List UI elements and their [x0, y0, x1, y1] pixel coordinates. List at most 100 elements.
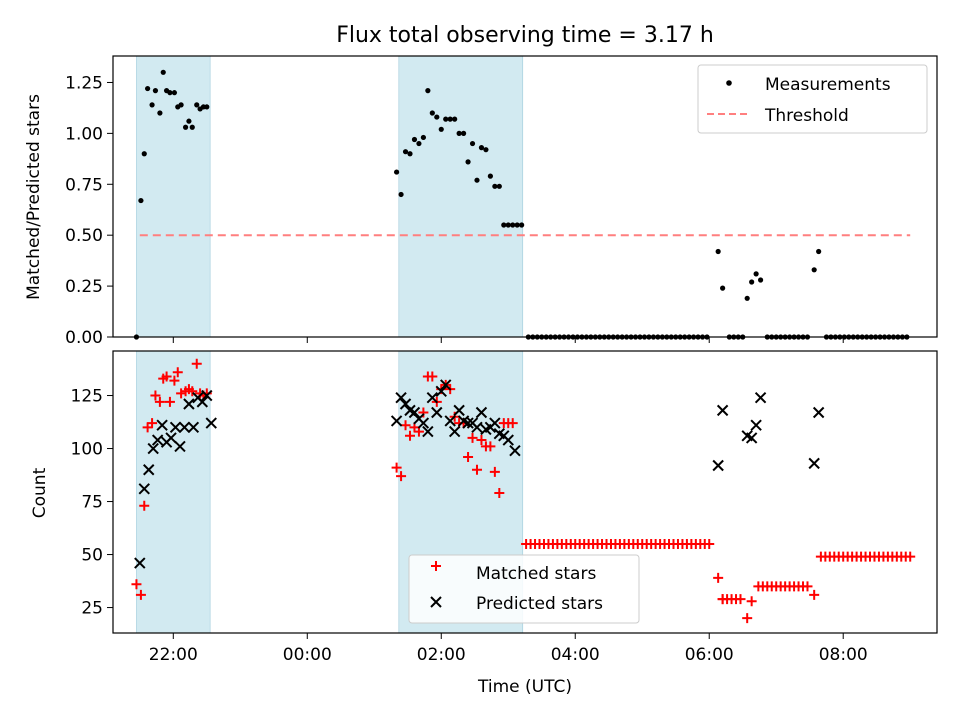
matched-star-point [809, 589, 820, 600]
predicted-star-point [169, 421, 182, 434]
bottom-xtick-label: 00:00 [283, 645, 332, 665]
bottom-ytick-label: 25 [81, 599, 103, 619]
measurement-point [138, 197, 144, 204]
measurement-point [487, 173, 493, 179]
predicted-star-point [165, 432, 177, 444]
legend-label-measurements: Measurements [765, 75, 891, 95]
chart-title: Flux total observing time = 3.17 h [336, 23, 714, 48]
measurement-point [157, 110, 163, 116]
bottom-ytick-label: 50 [81, 546, 103, 566]
measurement-point [492, 183, 498, 189]
measurement-point [452, 116, 458, 122]
predicted-star-point [399, 398, 412, 410]
predicted-star-point [183, 398, 195, 410]
top-ylabel: Matched/Predicted stars [24, 94, 44, 300]
measurement-point [438, 126, 444, 132]
matched-star-point [396, 471, 407, 482]
measurement-point [393, 169, 400, 175]
top-ytick-label: 0.75 [65, 175, 103, 195]
measurement-point [514, 222, 520, 228]
measurement-point [474, 177, 480, 183]
measurement-point [167, 90, 173, 96]
predicted-star-point [502, 434, 514, 446]
measurement-point [465, 159, 471, 165]
bottom-xtick-label: 04:00 [551, 645, 600, 665]
predicted-star-point [448, 425, 461, 438]
measurement-point [447, 116, 453, 122]
matched-star-point [476, 435, 487, 446]
matched-star-point [471, 464, 482, 475]
matched-star-point [427, 371, 438, 382]
matched-star-point [494, 488, 505, 499]
matched-star-point [161, 371, 172, 382]
predicted-star-point [196, 396, 209, 408]
predicted-star-point [435, 385, 447, 397]
predicted-star-point [147, 442, 159, 455]
matched-star-point [489, 466, 500, 477]
measurement-point [194, 102, 200, 108]
predicted-star-point [408, 406, 421, 419]
predicted-star-point [754, 391, 767, 404]
measurement-point [478, 145, 485, 151]
measurement-point [519, 222, 525, 228]
measurement-point [160, 69, 166, 75]
measurement-point [141, 151, 147, 157]
measurement-point [152, 88, 159, 94]
measurement-point [407, 151, 413, 157]
measurement-point [811, 267, 817, 273]
predicted-star-point [440, 379, 452, 391]
measurement-point [145, 85, 151, 92]
matched-star-point [176, 388, 187, 399]
matched-star-point [704, 538, 715, 549]
predicted-star-point [151, 434, 164, 446]
measurement-point [749, 279, 755, 285]
bottom-xtick-label: 22:00 [149, 645, 198, 665]
legend-label-matched: Matched stars [476, 564, 596, 584]
measurement-point [416, 140, 422, 147]
measurement-point [496, 183, 502, 189]
predicted-star-point [395, 391, 407, 404]
matched-star-point [154, 396, 165, 407]
measurement-point [744, 295, 750, 301]
measurement-point [149, 102, 155, 108]
matched-star-point [742, 613, 753, 624]
observing-window-shade [398, 55, 524, 338]
matched-star-point [147, 418, 158, 429]
matched-star-point [187, 386, 198, 397]
bottom-ylabel: Count [30, 467, 50, 518]
measurement-point [425, 88, 431, 94]
top-ytick-label: 0.50 [65, 226, 103, 246]
measurement-point [510, 222, 516, 228]
predicted-star-point [462, 417, 474, 429]
predicted-star-point [745, 432, 758, 444]
matched-star-point [139, 500, 150, 511]
legend-label-threshold: Threshold [764, 106, 849, 126]
matched-star-point [746, 596, 757, 607]
measurement-point [456, 130, 462, 136]
matched-star-point [467, 432, 478, 443]
bottom-xtick-label: 02:00 [417, 645, 466, 665]
predicted-star-point [138, 483, 150, 495]
legend-marker-predicted [430, 596, 442, 608]
top-panel: 0.00 0.25 0.50 0.75 1.00 1.25 Matched/Predict… [24, 55, 938, 348]
bottom-ytick-label: 100 [71, 440, 103, 460]
matched-star-point [485, 441, 496, 452]
measurement-point [753, 271, 759, 277]
measurement-point [469, 140, 476, 147]
predicted-star-point [178, 421, 191, 434]
predicted-star-point [205, 417, 217, 429]
matched-star-point [713, 572, 724, 583]
top-ytick-label: 1.00 [65, 124, 103, 144]
predicted-star-point [444, 415, 456, 427]
matched-star-point [735, 594, 746, 605]
measurement-point [429, 110, 435, 116]
matched-star-point [418, 407, 429, 418]
measurement-point [411, 136, 418, 143]
measurement-point [171, 90, 178, 96]
predicted-star-point [750, 419, 762, 431]
measurement-point [757, 277, 764, 283]
matched-star-point [131, 579, 142, 590]
predicted-star-point [812, 406, 825, 419]
predicted-star-point [453, 404, 465, 417]
